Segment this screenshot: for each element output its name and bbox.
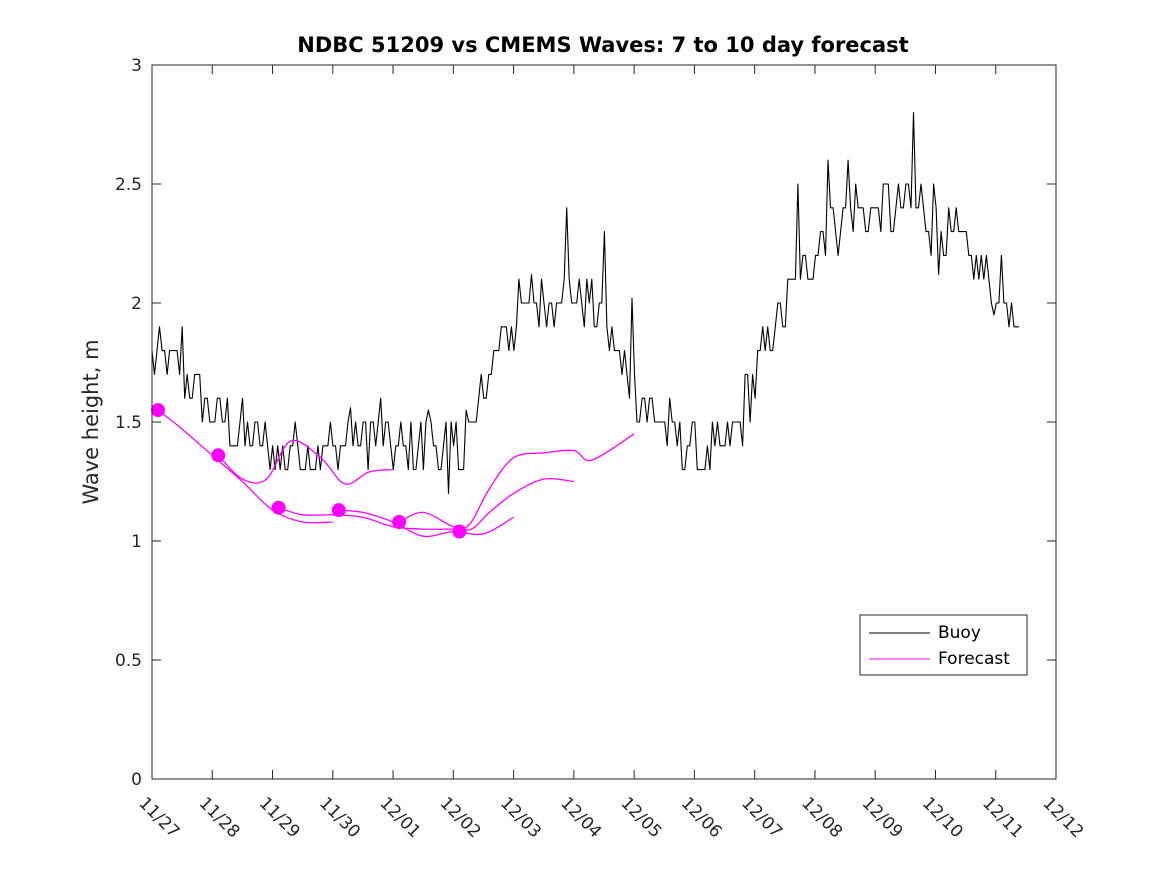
x-tick-label: 12/07: [737, 793, 786, 842]
x-tick-label: 12/06: [677, 793, 726, 842]
y-tick-label: 0: [131, 770, 142, 790]
y-tick-label: 3: [131, 56, 142, 76]
x-tick-label: 11/28: [195, 793, 244, 842]
x-tick-label: 12/09: [858, 793, 907, 842]
x-tick-label: 12/04: [556, 793, 605, 842]
y-axis-label: Wave height, m: [79, 339, 103, 504]
x-tick-label: 12/01: [376, 793, 425, 842]
x-tick-label: 12/05: [617, 793, 666, 842]
x-tick-label: 11/29: [255, 793, 304, 842]
forecast-marker-4: [331, 503, 346, 518]
forecast-marker-2: [211, 448, 226, 463]
y-tick-label: 1.5: [115, 413, 142, 433]
forecast-line-6: [458, 433, 635, 533]
forecast-line-2: [217, 439, 394, 485]
series-layer: [151, 112, 1019, 539]
y-tick-label: 2: [131, 294, 142, 314]
forecast-marker-6: [452, 524, 467, 539]
chart-title: NDBC 51209 vs CMEMS Waves: 7 to 10 day f…: [297, 33, 908, 57]
x-tick-label: 12/11: [978, 793, 1027, 842]
x-tick-label: 12/08: [797, 793, 846, 842]
forecast-marker-5: [392, 515, 407, 529]
x-tick-label: 11/30: [315, 793, 364, 842]
y-tick-label: 0.5: [115, 651, 142, 671]
x-tick-label: 12/02: [436, 793, 485, 842]
buoy-line: [151, 112, 1019, 494]
y-tick-label: 2.5: [115, 175, 142, 195]
forecast-line-5: [398, 477, 574, 531]
forecast-marker-1: [151, 403, 165, 418]
legend-box: [859, 614, 1028, 676]
x-tick-label: 12/12: [1038, 793, 1087, 842]
legend: Buoy Forecast: [859, 614, 1028, 676]
forecast-line-1: [157, 409, 333, 524]
x-tick-label: 12/03: [496, 793, 545, 842]
forecast-line-3: [278, 507, 454, 530]
x-tick-label: 11/27: [134, 793, 183, 842]
x-tick-label: 12/10: [918, 793, 967, 842]
legend-forecast-label: Forecast: [938, 649, 1010, 669]
forecast-line-4: [338, 509, 514, 538]
forecast-marker-3: [271, 500, 286, 515]
y-tick-label: 1: [131, 532, 142, 552]
legend-buoy-label: Buoy: [938, 623, 981, 643]
